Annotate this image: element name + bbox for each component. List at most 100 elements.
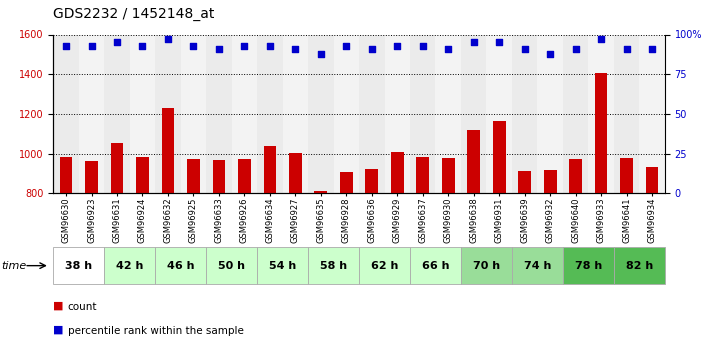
Bar: [283, 34, 308, 193]
Text: 54 h: 54 h: [269, 261, 296, 270]
Bar: [417, 157, 429, 193]
Text: 70 h: 70 h: [473, 261, 500, 270]
Point: [289, 46, 301, 51]
Bar: [155, 247, 206, 284]
Text: 78 h: 78 h: [574, 261, 602, 270]
Text: 42 h: 42 h: [116, 261, 144, 270]
Text: percentile rank within the sample: percentile rank within the sample: [68, 326, 243, 336]
Text: ■: ■: [53, 300, 64, 310]
Bar: [257, 34, 283, 193]
Bar: [391, 151, 404, 193]
Text: 74 h: 74 h: [524, 261, 551, 270]
Bar: [60, 157, 73, 193]
Bar: [518, 171, 531, 193]
Bar: [467, 130, 480, 193]
Bar: [136, 157, 149, 193]
Point: [392, 43, 403, 48]
Bar: [359, 34, 385, 193]
Point: [188, 43, 199, 48]
Bar: [614, 34, 639, 193]
Text: ■: ■: [53, 325, 64, 335]
Bar: [206, 247, 257, 284]
Bar: [232, 34, 257, 193]
Point: [137, 43, 148, 48]
Text: 62 h: 62 h: [371, 261, 398, 270]
Bar: [620, 158, 633, 193]
Bar: [512, 247, 563, 284]
Bar: [563, 34, 589, 193]
Bar: [594, 73, 607, 193]
Bar: [308, 34, 333, 193]
Bar: [461, 247, 512, 284]
Point: [341, 43, 352, 48]
Bar: [257, 247, 308, 284]
Bar: [161, 108, 174, 193]
Bar: [340, 172, 353, 193]
Point: [213, 46, 225, 51]
Text: 82 h: 82 h: [626, 261, 653, 270]
Text: 38 h: 38 h: [65, 261, 92, 270]
Point: [112, 40, 123, 45]
Bar: [308, 247, 359, 284]
Bar: [639, 34, 665, 193]
Bar: [410, 34, 435, 193]
Bar: [105, 247, 155, 284]
Point: [519, 46, 530, 51]
Text: 50 h: 50 h: [218, 261, 245, 270]
Point: [621, 46, 632, 51]
Bar: [155, 34, 181, 193]
Bar: [544, 170, 557, 193]
Point: [493, 40, 505, 45]
Point: [264, 43, 276, 48]
Bar: [79, 34, 105, 193]
Bar: [486, 34, 512, 193]
Point: [545, 51, 556, 56]
Bar: [333, 34, 359, 193]
Bar: [493, 121, 506, 193]
Bar: [435, 34, 461, 193]
Bar: [85, 161, 98, 193]
Bar: [53, 247, 105, 284]
Bar: [570, 159, 582, 193]
Point: [595, 37, 606, 42]
Bar: [206, 34, 232, 193]
Point: [417, 43, 429, 48]
Bar: [213, 160, 225, 193]
Point: [86, 43, 97, 48]
Bar: [442, 158, 454, 193]
Bar: [111, 142, 124, 193]
Text: GDS2232 / 1452148_at: GDS2232 / 1452148_at: [53, 7, 215, 21]
Bar: [563, 247, 614, 284]
Bar: [385, 34, 410, 193]
Point: [366, 46, 378, 51]
Bar: [289, 152, 301, 193]
Text: count: count: [68, 302, 97, 312]
Bar: [53, 34, 79, 193]
Point: [468, 40, 479, 45]
Text: time: time: [1, 261, 27, 270]
Bar: [538, 34, 563, 193]
Point: [570, 46, 582, 51]
Text: 58 h: 58 h: [320, 261, 347, 270]
Point: [315, 51, 326, 56]
Text: 46 h: 46 h: [167, 261, 195, 270]
Bar: [129, 34, 155, 193]
Bar: [359, 247, 410, 284]
Point: [239, 43, 250, 48]
Bar: [410, 247, 461, 284]
Point: [162, 37, 173, 42]
Point: [442, 46, 454, 51]
Text: 66 h: 66 h: [422, 261, 449, 270]
Bar: [187, 159, 200, 193]
Bar: [461, 34, 486, 193]
Bar: [314, 191, 327, 193]
Bar: [238, 159, 251, 193]
Bar: [181, 34, 206, 193]
Bar: [614, 247, 665, 284]
Bar: [646, 167, 658, 193]
Bar: [512, 34, 538, 193]
Bar: [365, 169, 378, 193]
Bar: [105, 34, 129, 193]
Bar: [589, 34, 614, 193]
Point: [60, 43, 72, 48]
